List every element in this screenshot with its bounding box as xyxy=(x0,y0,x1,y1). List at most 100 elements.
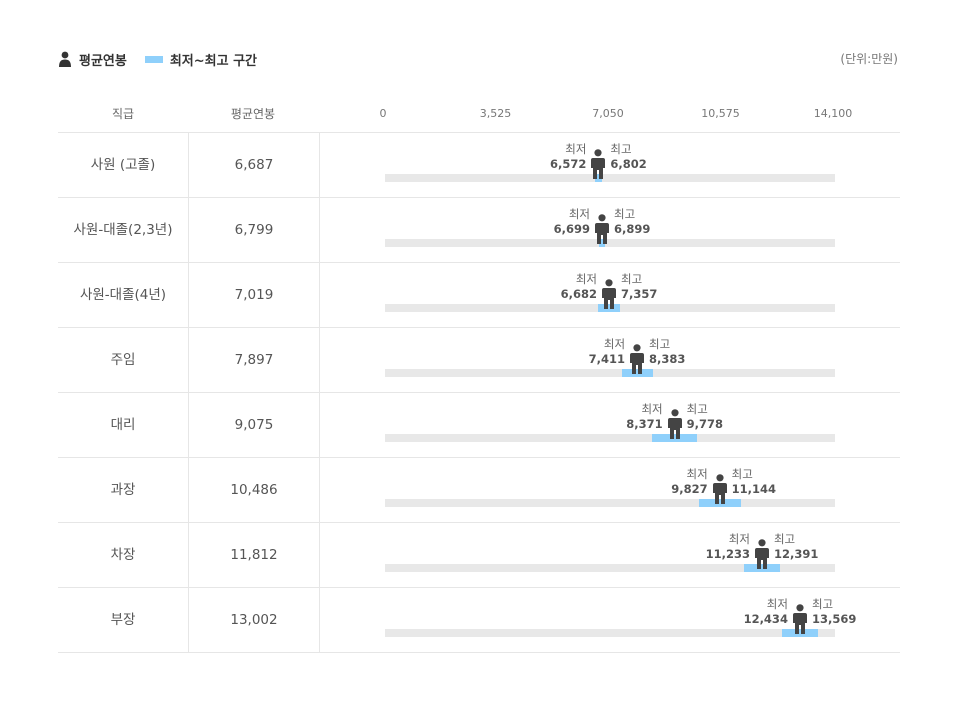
max-label: 최고 9,778 xyxy=(687,402,723,432)
max-value: 8,383 xyxy=(649,352,686,366)
min-caption: 최저 xyxy=(766,597,788,611)
x-tick-label: 0 xyxy=(379,107,387,120)
avg-salary-value: 9,075 xyxy=(189,393,320,457)
salary-range-bar xyxy=(743,564,781,572)
range-track xyxy=(385,174,835,182)
salary-range-bar xyxy=(698,499,741,507)
grade-label: 과장 xyxy=(58,458,189,522)
range-cell: 최저 6,572 최고 6,802 xyxy=(320,133,900,197)
min-value: 12,434 xyxy=(743,612,788,626)
salary-table: 직급 평균연봉 0 3,525 7,050 10,575 14,100 사원 (고졸) 6… xyxy=(58,100,900,653)
grade-label: 부장 xyxy=(58,588,189,652)
max-caption: 최고 xyxy=(621,272,643,286)
range-track xyxy=(385,629,835,637)
max-label: 최고 11,144 xyxy=(732,467,776,497)
max-label: 최고 13,569 xyxy=(812,597,856,627)
x-tick-label: 10,575 xyxy=(701,107,740,120)
avg-person-marker xyxy=(629,344,645,374)
table-body: 사원 (고졸) 6,687 최저 6,572 최고 6,802 사원-대졸(2,3년) 6,7… xyxy=(58,133,900,653)
x-axis: 0 3,525 7,050 10,575 14,100 xyxy=(318,100,900,132)
person-icon xyxy=(59,51,71,67)
grade-label: 대리 xyxy=(58,393,189,457)
max-value: 13,569 xyxy=(811,612,857,626)
min-value: 9,827 xyxy=(671,482,708,496)
avg-person-marker xyxy=(594,214,610,244)
range-cell: 최저 8,371 최고 9,778 xyxy=(320,393,900,457)
grade-label: 주임 xyxy=(58,328,189,392)
max-value: 6,802 xyxy=(610,157,647,171)
table-row: 사원-대졸(4년) 7,019 최저 6,682 최고 7,357 xyxy=(58,263,900,328)
max-caption: 최고 xyxy=(686,402,708,416)
table-row: 사원 (고졸) 6,687 최저 6,572 최고 6,802 xyxy=(58,133,900,198)
salary-range-bar xyxy=(781,629,819,637)
max-label: 최고 6,899 xyxy=(614,207,650,237)
min-value: 7,411 xyxy=(588,352,626,366)
range-track xyxy=(385,239,835,247)
legend-avg-label: 평균연봉 xyxy=(79,53,127,69)
grade-label: 사원-대졸(2,3년) xyxy=(58,198,189,262)
table-row: 주임 7,897 최저 7,411 최고 8,383 xyxy=(58,328,900,393)
min-caption: 최저 xyxy=(603,337,626,351)
avg-salary-value: 7,019 xyxy=(189,263,320,327)
min-value: 6,699 xyxy=(553,222,590,236)
table-row: 대리 9,075 최저 8,371 최고 9,778 xyxy=(58,393,900,458)
min-caption: 최저 xyxy=(565,142,587,156)
min-value: 8,371 xyxy=(626,417,663,431)
min-label: 최저 12,434 xyxy=(744,597,788,627)
min-label: 최저 7,411 xyxy=(589,337,625,367)
x-tick-label: 14,100 xyxy=(813,107,853,120)
range-cell: 최저 9,827 최고 11,144 xyxy=(320,458,900,522)
avg-person-marker xyxy=(754,539,770,569)
table-row: 부장 13,002 최저 12,434 최고 13,569 xyxy=(58,588,900,653)
avg-person-marker xyxy=(792,604,808,634)
header-grade: 직급 xyxy=(111,107,135,121)
max-label: 최고 8,383 xyxy=(649,337,685,367)
max-value: 6,899 xyxy=(613,222,651,236)
grade-label: 사원 (고졸) xyxy=(58,133,189,197)
legend-range-label: 최저~최고 구간 xyxy=(169,53,258,69)
range-track xyxy=(385,564,835,572)
avg-salary-value: 7,897 xyxy=(189,328,320,392)
table-header: 직급 평균연봉 0 3,525 7,050 10,575 14,100 xyxy=(58,100,900,133)
range-cell: 최저 7,411 최고 8,383 xyxy=(320,328,900,392)
max-value: 7,357 xyxy=(621,287,658,301)
min-caption: 최저 xyxy=(728,532,750,546)
max-label: 최고 12,391 xyxy=(774,532,818,562)
unit-label: (단위:만원) xyxy=(840,52,898,66)
range-cell: 최저 6,699 최고 6,899 xyxy=(320,198,900,262)
table-row: 사원-대졸(2,3년) 6,799 최저 6,699 최고 6,899 xyxy=(58,198,900,263)
max-caption: 최고 xyxy=(613,207,636,221)
max-value: 12,391 xyxy=(773,547,819,561)
min-caption: 최저 xyxy=(686,467,708,481)
min-value: 6,572 xyxy=(550,157,587,171)
range-cell: 최저 11,233 최고 12,391 xyxy=(320,523,900,587)
avg-salary-value: 6,799 xyxy=(189,198,320,262)
chart-legend: 평균연봉 최저~최고 구간 xyxy=(58,48,257,70)
min-label: 최저 6,682 xyxy=(561,272,597,302)
range-cell: 최저 12,434 최고 13,569 xyxy=(320,588,900,652)
legend-range-swatch xyxy=(144,55,163,63)
avg-salary-value: 13,002 xyxy=(189,588,320,652)
min-label: 최저 6,699 xyxy=(554,207,590,237)
min-label: 최저 6,572 xyxy=(550,142,586,172)
max-caption: 최고 xyxy=(649,337,671,351)
min-caption: 최저 xyxy=(575,272,597,286)
max-caption: 최고 xyxy=(610,142,632,156)
max-label: 최고 7,357 xyxy=(621,272,657,302)
x-tick-label: 3,525 xyxy=(479,107,512,120)
max-caption: 최고 xyxy=(811,597,834,611)
table-row: 차장 11,812 최저 11,233 최고 12,391 xyxy=(58,523,900,588)
avg-salary-value: 6,687 xyxy=(189,133,320,197)
range-track xyxy=(385,499,835,507)
salary-range-bar xyxy=(598,239,606,247)
salary-range-bar xyxy=(652,434,698,442)
min-value: 6,682 xyxy=(560,287,597,301)
avg-salary-value: 10,486 xyxy=(189,458,320,522)
max-value: 11,144 xyxy=(731,482,777,496)
salary-range-bar xyxy=(594,174,603,182)
min-label: 최저 11,233 xyxy=(706,532,750,562)
min-caption: 최저 xyxy=(568,207,590,221)
min-value: 11,233 xyxy=(705,547,750,561)
table-row: 과장 10,486 최저 9,827 최고 11,144 xyxy=(58,458,900,523)
avg-person-marker xyxy=(712,474,728,504)
